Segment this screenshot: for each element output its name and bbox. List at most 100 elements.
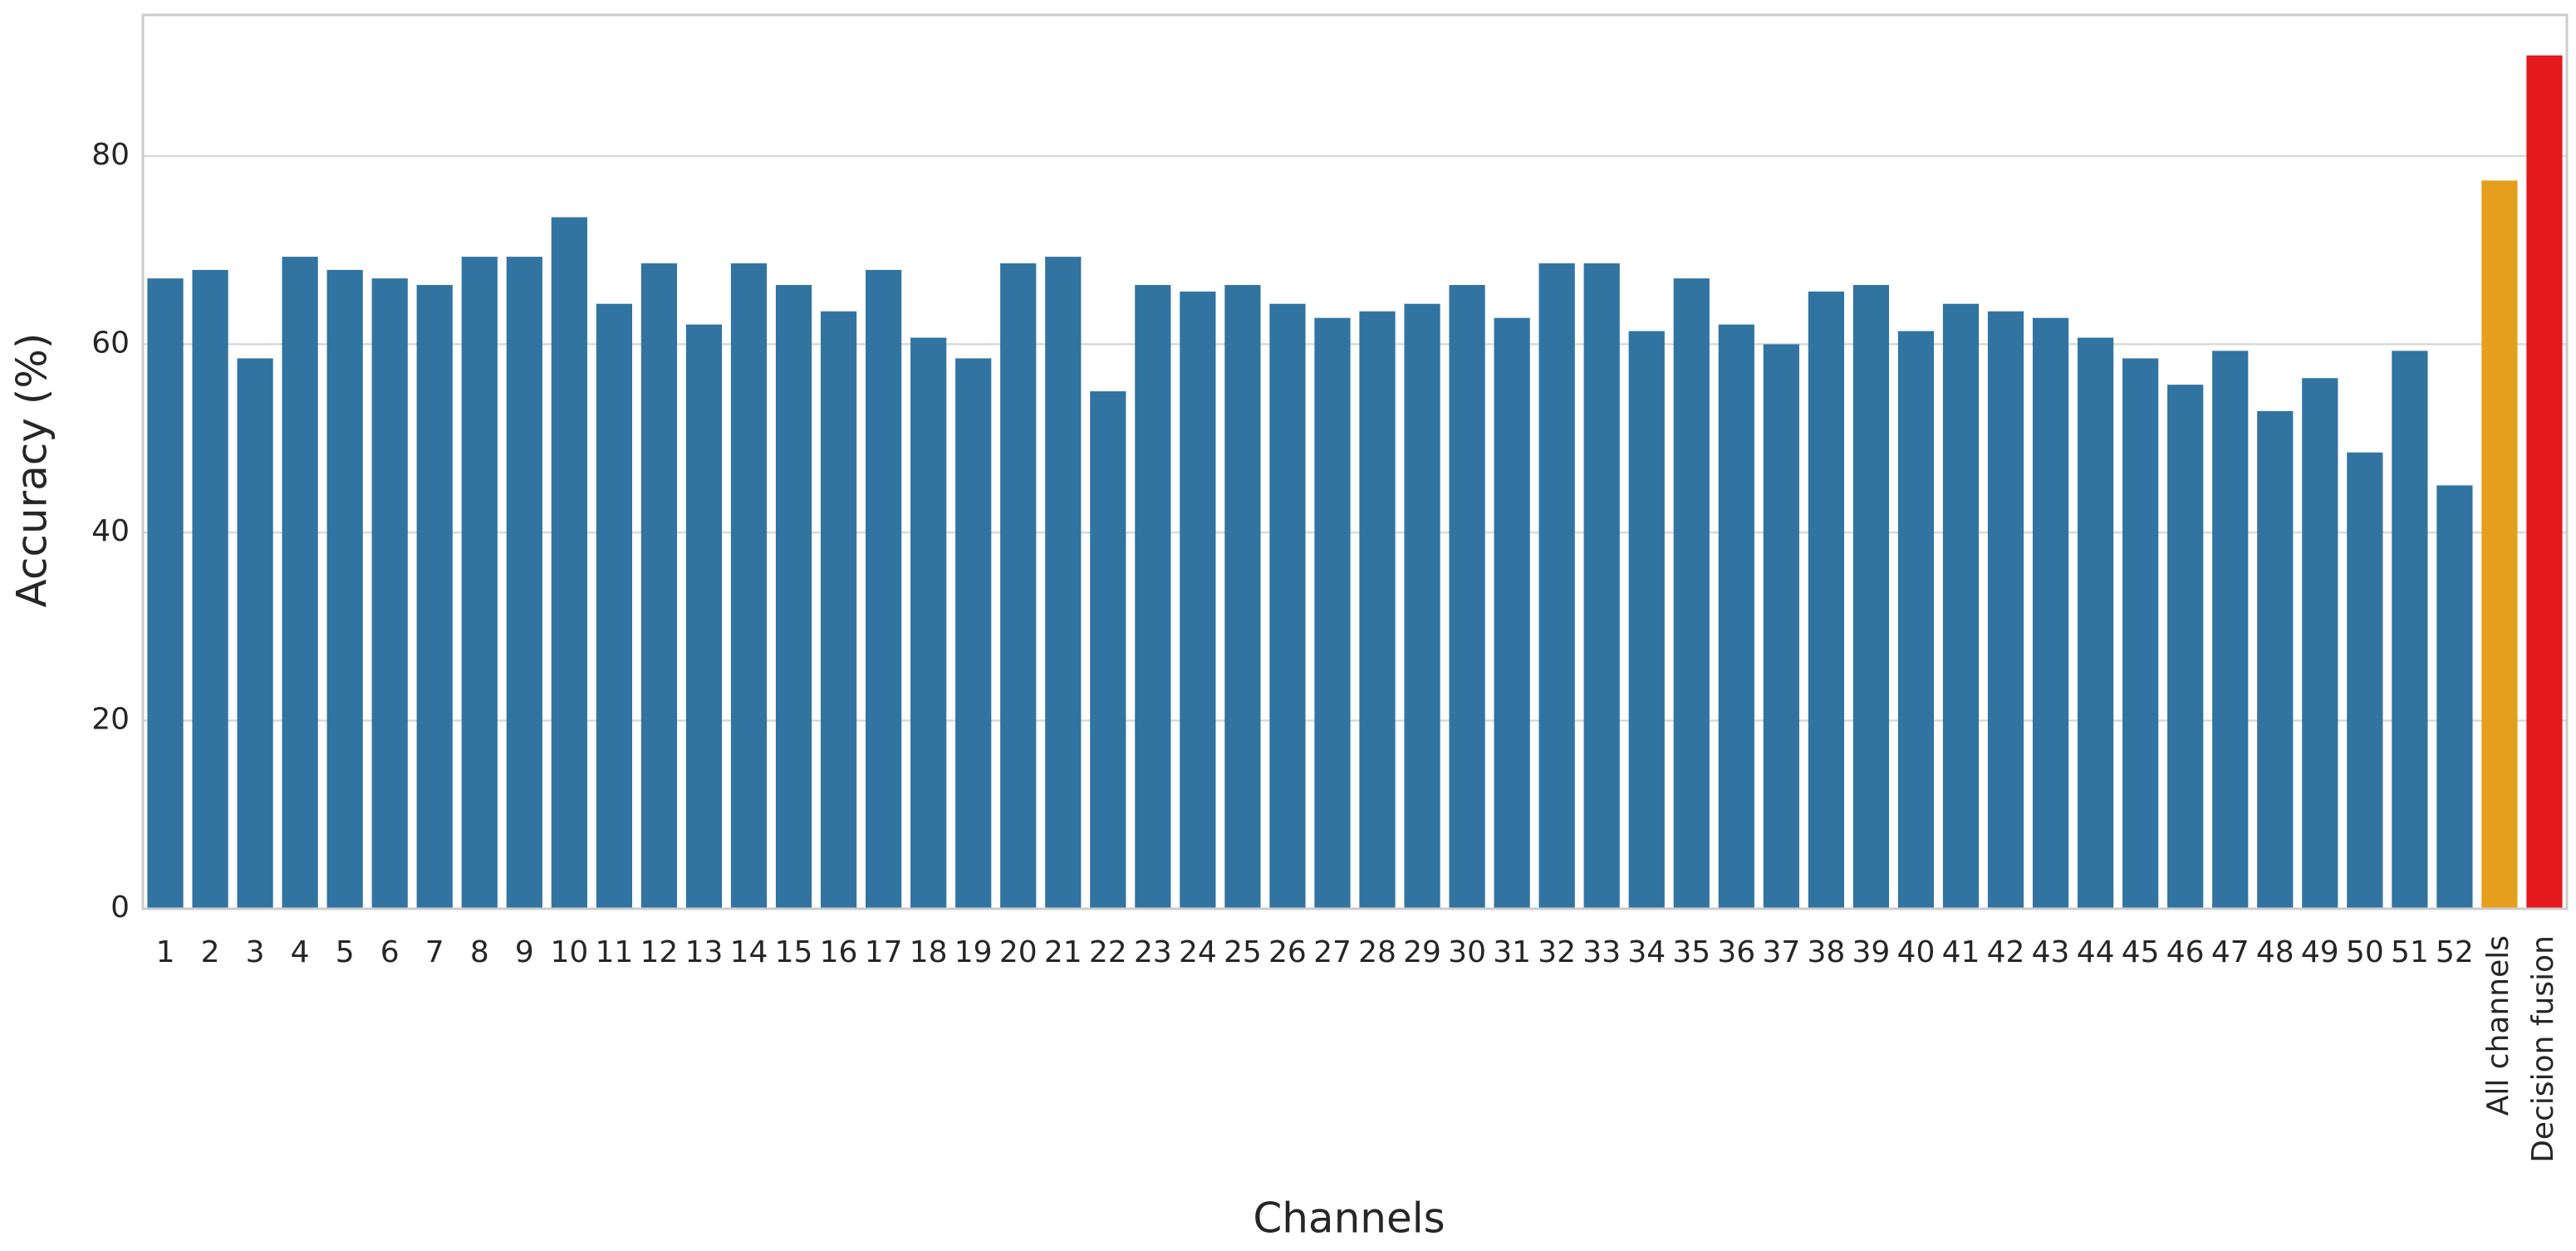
- x-tick-label: 13: [685, 935, 724, 969]
- x-tick-label: 37: [1762, 935, 1800, 969]
- bar: [820, 311, 857, 910]
- x-tick-label: 31: [1493, 935, 1531, 969]
- bar: [2436, 485, 2473, 909]
- x-tick-label: 30: [1448, 935, 1486, 969]
- x-tick-label: 9: [515, 935, 534, 969]
- bar: [2392, 351, 2428, 909]
- x-tick-label: 16: [820, 935, 858, 969]
- bar: [1763, 344, 1799, 910]
- x-tick-label: 39: [1852, 935, 1891, 969]
- x-tick-label: 21: [1044, 935, 1082, 969]
- bar: [371, 278, 408, 909]
- bar: [910, 337, 947, 909]
- x-tick-label: 26: [1268, 935, 1307, 969]
- y-tick-label: 40: [91, 514, 130, 548]
- bar: [1000, 263, 1037, 909]
- bar: [326, 269, 363, 910]
- bar: [1314, 317, 1351, 909]
- x-tick-label: 46: [2166, 935, 2205, 969]
- bar: [596, 303, 633, 909]
- bar: [1404, 303, 1440, 909]
- x-tick-label: 36: [1717, 935, 1755, 969]
- x-tick-label: 20: [999, 935, 1038, 969]
- x-tick-label: 19: [954, 935, 993, 969]
- bar: [506, 257, 542, 909]
- bar: [551, 217, 587, 910]
- bar: [2032, 317, 2069, 909]
- bar: [2122, 358, 2159, 909]
- x-tick-label: 50: [2346, 935, 2384, 969]
- bar: [1583, 263, 1620, 909]
- x-tick-label: 22: [1089, 935, 1127, 969]
- bar: [685, 324, 723, 909]
- bar: [1897, 331, 1935, 909]
- x-tick-label: 12: [640, 935, 679, 969]
- x-tick-label: 1: [156, 935, 175, 969]
- bar: [282, 257, 318, 909]
- bar: [147, 278, 184, 909]
- x-tick-label: 47: [2211, 935, 2250, 969]
- y-tick-label: 60: [91, 326, 130, 360]
- x-tick-label: 49: [2301, 935, 2339, 969]
- bar: [1538, 263, 1575, 909]
- bar: [192, 269, 228, 910]
- x-tick-label: 2: [201, 935, 220, 969]
- x-tick-label: 24: [1179, 935, 1217, 969]
- x-tick-label: 45: [2122, 935, 2160, 969]
- bar: [730, 263, 768, 909]
- x-tick-label: 6: [380, 935, 400, 969]
- bar: [2212, 351, 2249, 909]
- x-tick-label: 41: [1942, 935, 1980, 969]
- x-tick-label: 4: [291, 935, 310, 969]
- bar: [955, 358, 992, 909]
- x-tick-label: 33: [1582, 935, 1621, 969]
- bar: [2302, 378, 2338, 909]
- bar: [1673, 278, 1710, 909]
- x-tick-label: 7: [425, 935, 444, 969]
- x-tick-label: 43: [2032, 935, 2070, 969]
- bar: [2167, 385, 2204, 909]
- bar: [1494, 317, 1530, 909]
- y-tick-label: 20: [91, 702, 130, 736]
- bar: [1269, 303, 1306, 909]
- y-tick-label: 0: [110, 890, 130, 925]
- bar: [2257, 410, 2294, 909]
- x-tick-label: 15: [775, 935, 813, 969]
- bar: [1942, 303, 1980, 909]
- bar: [865, 269, 902, 910]
- x-tick-label: 48: [2256, 935, 2294, 969]
- x-tick-label: 28: [1358, 935, 1396, 969]
- bar: [1852, 285, 1890, 909]
- bar: [1359, 311, 1396, 910]
- y-tick-label: 80: [91, 138, 130, 172]
- bar: [1090, 391, 1126, 910]
- x-tick-label: 25: [1224, 935, 1262, 969]
- x-tick-label: 40: [1897, 935, 1936, 969]
- bar: [416, 285, 453, 909]
- bar: [1224, 285, 1261, 909]
- x-tick-label: Decision fusion: [2526, 935, 2560, 1163]
- x-tick-label: 52: [2436, 935, 2474, 969]
- x-tick-label: 17: [865, 935, 903, 969]
- bar: [1987, 311, 2024, 910]
- x-tick-label: All channels: [2481, 935, 2515, 1116]
- bar: [775, 285, 812, 909]
- x-tick-label: 38: [1807, 935, 1845, 969]
- bar: [640, 263, 678, 909]
- bar: [1449, 285, 1485, 909]
- bar: [1135, 285, 1171, 909]
- x-axis-label: Channels: [1253, 1195, 1445, 1243]
- bar: [2077, 337, 2114, 909]
- bar: [1718, 324, 1754, 909]
- plot-frame: [141, 13, 2569, 910]
- x-tick-label: 51: [2391, 935, 2429, 969]
- x-tick-label: 44: [2077, 935, 2115, 969]
- bar: [237, 358, 273, 909]
- x-tick-label: 23: [1134, 935, 1172, 969]
- x-tick-label: 5: [336, 935, 355, 969]
- x-tick-label: 42: [1987, 935, 2025, 969]
- x-tick-label: 32: [1538, 935, 1576, 969]
- x-tick-label: 18: [910, 935, 948, 969]
- x-tick-label: 10: [550, 935, 588, 969]
